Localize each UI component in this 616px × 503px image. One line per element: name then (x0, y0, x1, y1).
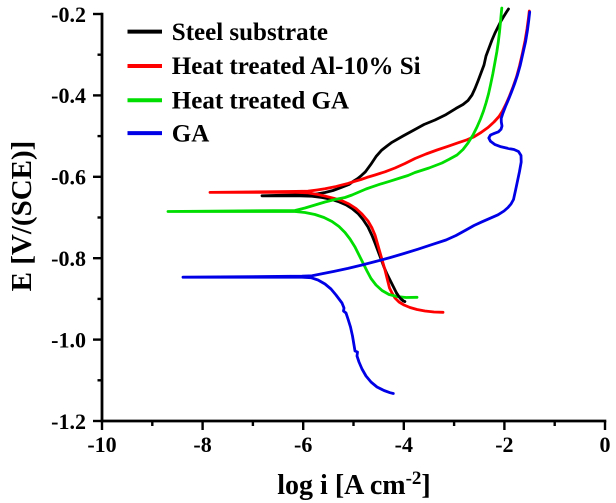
svg-text:Heat treated Al-10% Si: Heat treated Al-10% Si (172, 53, 421, 80)
svg-text:-0.2: -0.2 (51, 2, 86, 27)
svg-text:-1.0: -1.0 (51, 327, 86, 352)
svg-text:-0.6: -0.6 (51, 165, 86, 190)
svg-text:Steel substrate: Steel substrate (172, 19, 328, 46)
svg-text:-6: -6 (294, 432, 312, 457)
svg-text:GA: GA (172, 120, 210, 147)
svg-text:-1.2: -1.2 (51, 409, 86, 434)
svg-text:Heat treated GA: Heat treated GA (172, 88, 349, 115)
svg-text:log i [A cm-2]: log i [A cm-2] (277, 468, 430, 501)
svg-text:-0.4: -0.4 (51, 83, 86, 108)
svg-text:-2: -2 (495, 432, 513, 457)
svg-text:E [V/(SCE)]: E [V/(SCE)] (6, 141, 38, 292)
svg-text:-4: -4 (395, 432, 413, 457)
svg-text:-10: -10 (87, 432, 116, 457)
svg-text:0: 0 (600, 432, 611, 457)
svg-text:-8: -8 (193, 432, 211, 457)
svg-text:-0.8: -0.8 (51, 246, 86, 271)
